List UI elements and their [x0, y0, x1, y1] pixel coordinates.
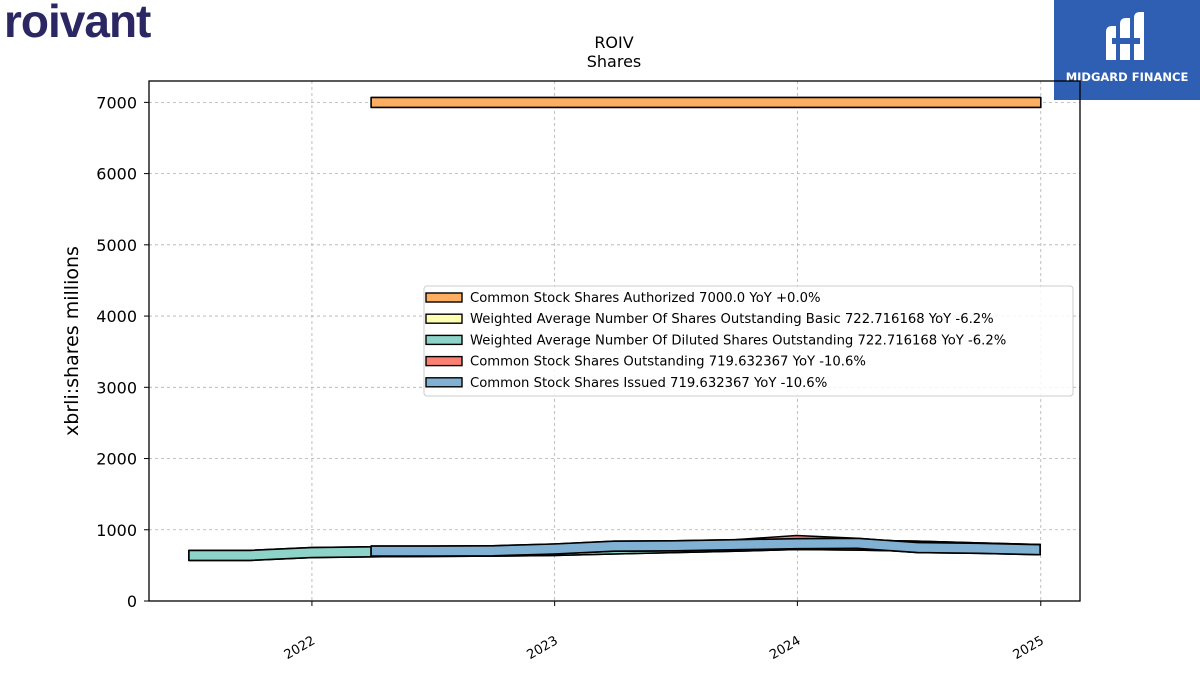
y-tick-label: 1000: [96, 521, 137, 540]
legend-label: Weighted Average Number Of Diluted Share…: [470, 333, 1006, 348]
legend: Common Stock Shares Authorized 7000.0 Yo…: [423, 285, 1074, 397]
legend-swatch: [425, 313, 463, 324]
y-tick-label: 6000: [96, 165, 137, 184]
series-band-common-stock-shares-issued: [370, 537, 1041, 557]
legend-swatch: [425, 355, 463, 367]
chart-subtitle: Shares: [587, 52, 642, 71]
legend-swatch: [425, 334, 463, 346]
y-tick-label: 7000: [96, 93, 137, 112]
y-axis-label: xbrli:shares millions: [61, 246, 83, 436]
y-tick-label: 0: [127, 592, 137, 611]
series-areas: [188, 96, 1042, 562]
y-tick-label: 3000: [96, 378, 137, 397]
legend-label: Common Stock Shares Outstanding 719.6323…: [470, 355, 866, 370]
series-band-common-stock-shares-authorized: [370, 96, 1042, 109]
legend-label: Common Stock Shares Issued 719.632367 Yo…: [470, 376, 827, 391]
y-tick-label: 4000: [96, 307, 137, 326]
legend-label: Weighted Average Number Of Shares Outsta…: [470, 312, 994, 327]
legend-swatch: [425, 377, 463, 388]
legend-swatch: [425, 292, 463, 303]
roivant-logo: roivant: [4, 0, 151, 47]
x-tick-label: 2025: [1011, 633, 1047, 663]
chart-title: ROIV: [594, 33, 633, 52]
midgard-finance-logo-icon: [1106, 12, 1144, 60]
midgard-finance-badge: MIDGARD FINANCE: [1054, 0, 1200, 100]
y-tick-label: 5000: [96, 236, 137, 255]
x-tick-label: 2023: [524, 633, 560, 663]
x-tick-label: 2024: [767, 633, 803, 663]
badge-label: MIDGARD FINANCE: [1065, 70, 1189, 84]
legend-box: [423, 285, 1074, 397]
x-tick-label: 2022: [282, 633, 318, 663]
legend-label: Common Stock Shares Authorized 7000.0 Yo…: [470, 291, 821, 306]
plot-frame: [148, 80, 1081, 602]
y-tick-label: 2000: [96, 450, 137, 469]
